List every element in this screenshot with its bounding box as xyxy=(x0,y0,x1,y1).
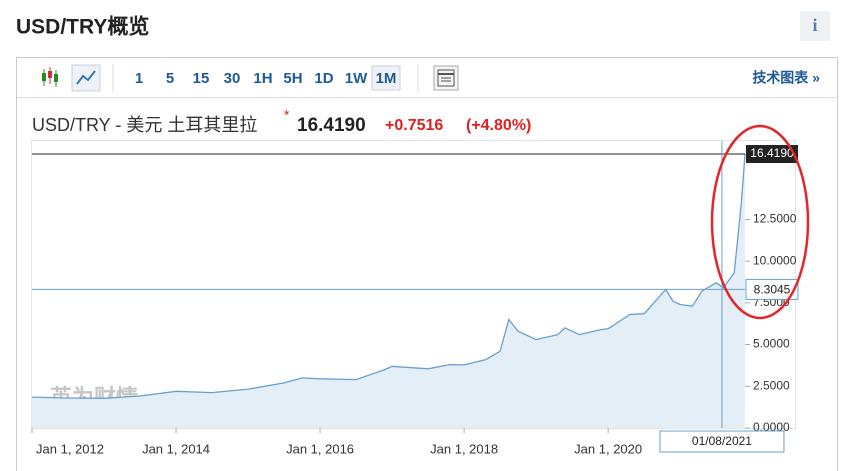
last-price-label: 16.4190 xyxy=(750,146,794,160)
active-interval-box xyxy=(371,65,401,91)
x-tick-label: Jan 1, 2016 xyxy=(286,441,354,456)
widget-title: USD/TRY概览 xyxy=(16,15,149,39)
candle-icon[interactable] xyxy=(42,67,58,87)
interval-button[interactable]: 5 xyxy=(166,70,174,87)
panel xyxy=(16,57,838,471)
interval-buttons: 1 5 15 30 1H 5H 1D 1W 1M xyxy=(135,65,401,91)
highlight-circle xyxy=(710,124,810,320)
crosshair-y-box xyxy=(745,278,799,300)
x-tick-label: Jan 1, 2018 xyxy=(430,441,498,456)
y-tick-label: 10.0000 xyxy=(753,253,797,267)
technical-chart-link[interactable]: 技术图表 » xyxy=(752,70,820,86)
area-fill xyxy=(32,154,745,428)
info-button[interactable] xyxy=(800,11,830,41)
y-tick-label: 2.5000 xyxy=(753,378,790,392)
crosshair-y-label: 8.3045 xyxy=(754,283,791,297)
interval-button[interactable]: 1D xyxy=(314,70,333,87)
live-marker: * xyxy=(284,107,290,123)
quote-change-pct: (+4.80%) xyxy=(466,117,531,134)
area-icon xyxy=(76,70,96,85)
interval-button[interactable]: 1H xyxy=(253,70,272,87)
interval-button[interactable]: 1 xyxy=(135,70,143,87)
x-tick-label: Jan 1, 2012 xyxy=(36,441,104,456)
interval-button[interactable]: 1W xyxy=(345,70,368,87)
interval-button[interactable]: 5H xyxy=(283,70,302,87)
x-tick-label: Jan 1, 2020 xyxy=(574,441,642,456)
interval-button[interactable]: 30 xyxy=(224,70,241,87)
quote-change: +0.7516 xyxy=(385,117,443,134)
last-price-box xyxy=(746,145,798,164)
quote-name: USD/TRY - 美元 土耳其里拉 xyxy=(32,115,257,135)
crosshair-x-label: 01/08/2021 xyxy=(692,434,752,448)
settings-icon[interactable] xyxy=(433,65,459,91)
x-tick-label: Jan 1, 2014 xyxy=(142,441,210,456)
interval-button[interactable]: 15 xyxy=(193,70,210,87)
y-tick-label: 5.0000 xyxy=(753,337,790,351)
price-line xyxy=(31,153,746,399)
info-icon: i xyxy=(812,15,817,35)
y-tick-label: 12.5000 xyxy=(753,212,797,226)
interval-button[interactable]: 1M xyxy=(376,70,397,87)
quote-price: 16.4190 xyxy=(297,115,366,136)
crosshair-x-box xyxy=(659,430,785,453)
plot: 0.00002.50005.00007.500010.000012.5000Ja… xyxy=(31,140,799,456)
